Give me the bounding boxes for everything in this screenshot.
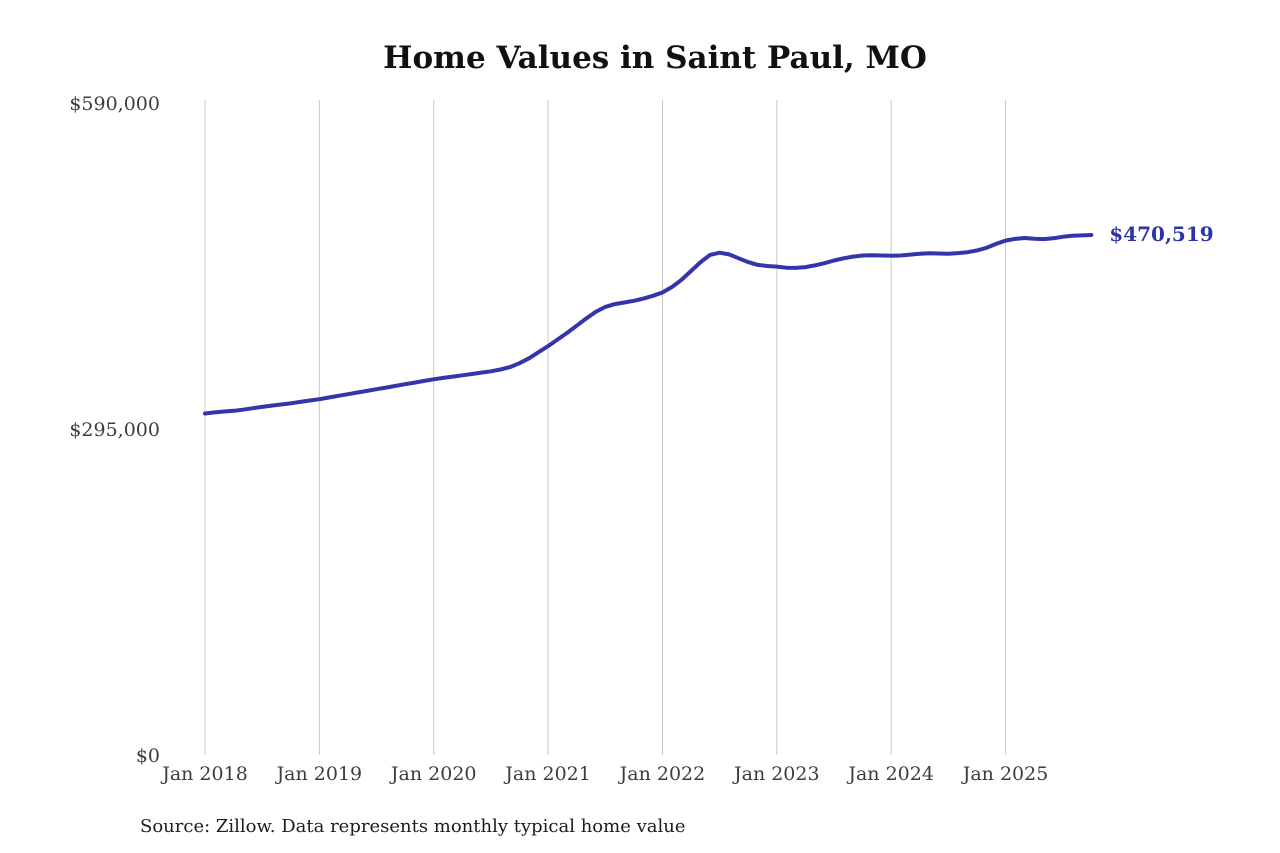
x-tick-label: Jan 2025 — [961, 763, 1049, 785]
y-tick-label: $0 — [136, 745, 160, 767]
home-value-line — [203, 233, 1094, 416]
x-tick-label: Jan 2024 — [846, 763, 934, 785]
x-tick-label: Jan 2021 — [503, 763, 591, 785]
source-note: Source: Zillow. Data represents monthly … — [140, 816, 686, 837]
y-tick-label: $295,000 — [69, 419, 160, 441]
line-plot-canvas: Jan 2018 Jan 2019 Jan 2020 Jan 2021 Jan 2022… — [69, 93, 1094, 785]
x-tick-label: Jan 2019 — [275, 763, 363, 785]
x-tick-label: Jan 2022 — [618, 763, 706, 785]
x-tick-label: Jan 2018 — [160, 763, 248, 785]
chart-title: Home Values in Saint Paul, MO — [383, 40, 927, 76]
y-tick-label: $590,000 — [69, 93, 160, 115]
latest-value-label: $470,519 — [1109, 222, 1214, 247]
x-tick-label: Jan 2020 — [389, 763, 477, 785]
x-tick-label: Jan 2023 — [732, 763, 820, 785]
